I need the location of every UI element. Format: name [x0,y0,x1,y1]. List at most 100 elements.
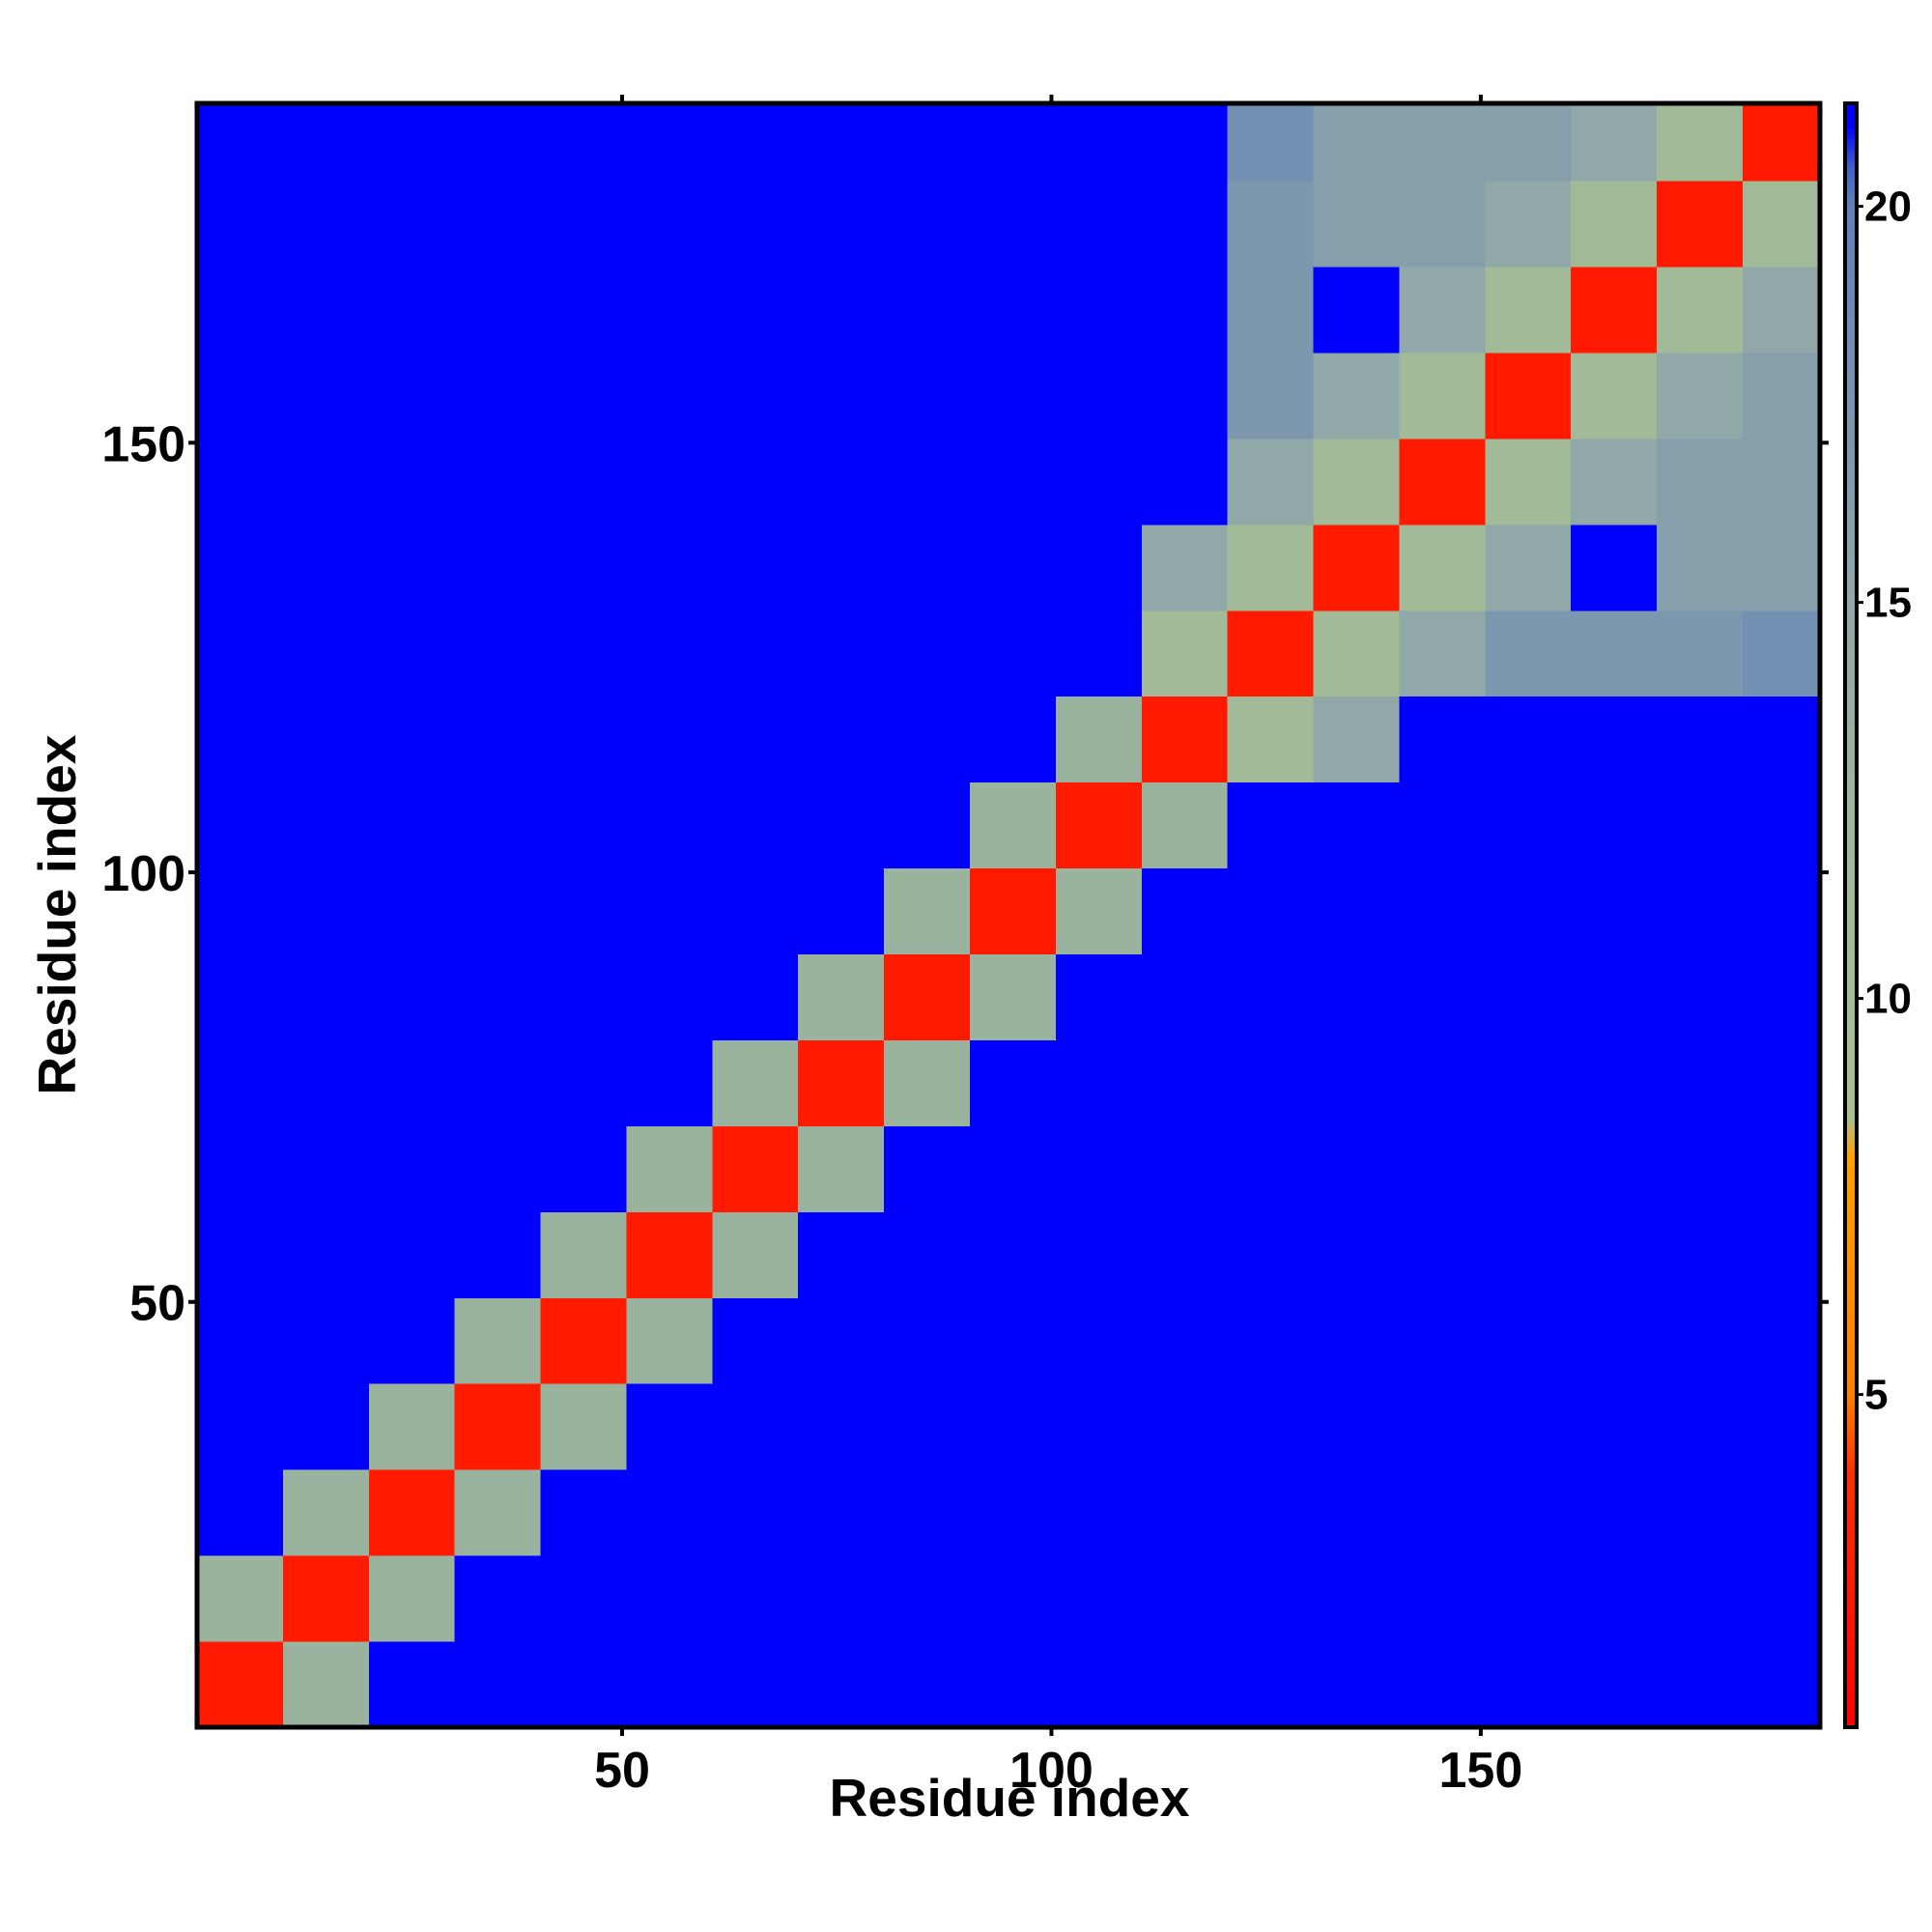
heatmap-cell [712,1211,799,1298]
heatmap-cell [1571,1641,1658,1728]
heatmap-cell [1313,610,1400,697]
heatmap-cell [1657,1641,1744,1728]
heatmap-cell [1571,352,1658,440]
heatmap-cell [626,696,713,783]
heatmap-cell [798,524,885,611]
heatmap-cell [712,1125,799,1212]
heatmap-cell [540,1297,627,1384]
heatmap-cell [1313,181,1400,268]
heatmap-cell [454,867,542,955]
heatmap-cell [798,1125,885,1212]
heatmap-cell [1571,438,1658,526]
heatmap-cell [1399,352,1486,440]
heatmap-cell [1055,610,1143,697]
heatmap-cell [626,181,713,268]
heatmap-cell [282,438,370,526]
heatmap-cell [540,1125,627,1212]
heatmap-cell [282,953,370,1040]
heatmap-cell [197,266,284,354]
heatmap-cell [798,696,885,783]
heatmap-cell [1227,1469,1315,1556]
heatmap-cell [197,1125,284,1212]
heatmap-cell [1313,103,1400,182]
heatmap-cell [884,696,971,783]
heatmap-cell [1657,1125,1744,1212]
heatmap-cell [712,181,799,268]
heatmap-cell [712,266,799,354]
heatmap-cell [884,1125,971,1212]
heatmap-cell [712,103,799,182]
heatmap-cell [454,1555,542,1642]
heatmap-cell [454,610,542,697]
heatmap-cell [626,266,713,354]
heatmap-cell [798,1641,885,1728]
heatmap-cell [1055,1555,1143,1642]
heatmap-cell [1227,867,1315,955]
heatmap-cell [798,1555,885,1642]
heatmap-cell [884,610,971,697]
plot-frame [194,100,1823,1730]
heatmap-cell [282,1125,370,1212]
heatmap-cell [626,103,713,182]
heatmap-cell [970,352,1057,440]
heatmap-cell [1571,1211,1658,1298]
heatmap-cell [1399,696,1486,783]
heatmap-cell [1055,781,1143,869]
heatmap-cell [884,1383,971,1470]
heatmap-cell [712,696,799,783]
heatmap-cell [368,1211,456,1298]
heatmap-cell [1743,1125,1821,1212]
heatmap-cell [540,1641,627,1728]
heatmap-cell [1657,266,1744,354]
heatmap-cell [454,696,542,783]
heatmap-cell [282,696,370,783]
heatmap-cell [1571,1383,1658,1470]
heatmap-cell [884,1211,971,1298]
x-axis-title: Residue index [830,1768,1190,1828]
heatmap-cell [1313,1125,1400,1212]
heatmap-cell [1571,953,1658,1040]
heatmap-cell [1485,1211,1572,1298]
heatmap-cell [884,781,971,869]
heatmap-cell [884,438,971,526]
heatmap-cell [1743,352,1821,440]
heatmap-cell [626,953,713,1040]
heatmap-cell [1055,1039,1143,1126]
heatmap-cell [282,1469,370,1556]
heatmap-cell [1055,438,1143,526]
heatmap-cell [1657,524,1744,611]
heatmap-cell [368,953,456,1040]
heatmap-cell [368,1555,456,1642]
heatmap-cell [1055,524,1143,611]
heatmap-cell [197,1039,284,1126]
heatmap-cell [1313,1211,1400,1298]
y-tick-label: 150 [101,416,185,472]
heatmap-cell [282,781,370,869]
heatmap-cell [1743,1383,1821,1470]
heatmap-cell [1743,610,1821,697]
heatmap-cell [1055,1641,1143,1728]
heatmap-cell [712,1641,799,1728]
heatmap-cell [1571,610,1658,697]
heatmap-cell [1141,867,1229,955]
heatmap-cell [454,1297,542,1384]
heatmap-cell [1657,1555,1744,1642]
heatmap-cell [798,1211,885,1298]
heatmap-cell [626,1555,713,1642]
colorbar [1843,101,1859,1729]
heatmap-cell [454,1125,542,1212]
heatmap-cell [1141,1469,1229,1556]
heatmap-cell [1055,103,1143,182]
heatmap-cell [540,1469,627,1556]
heatmap-cell [1399,610,1486,697]
heatmap-cell [1055,181,1143,268]
heatmap-cell [282,352,370,440]
heatmap-cell [1657,1383,1744,1470]
heatmap-cell [798,781,885,869]
colorbar-tick-label: 20 [1864,184,1912,231]
heatmap-cell [1313,953,1400,1040]
heatmap-cell [1743,1297,1821,1384]
heatmap-cell [1485,1383,1572,1470]
heatmap-cell [970,696,1057,783]
heatmap-cell [540,352,627,440]
